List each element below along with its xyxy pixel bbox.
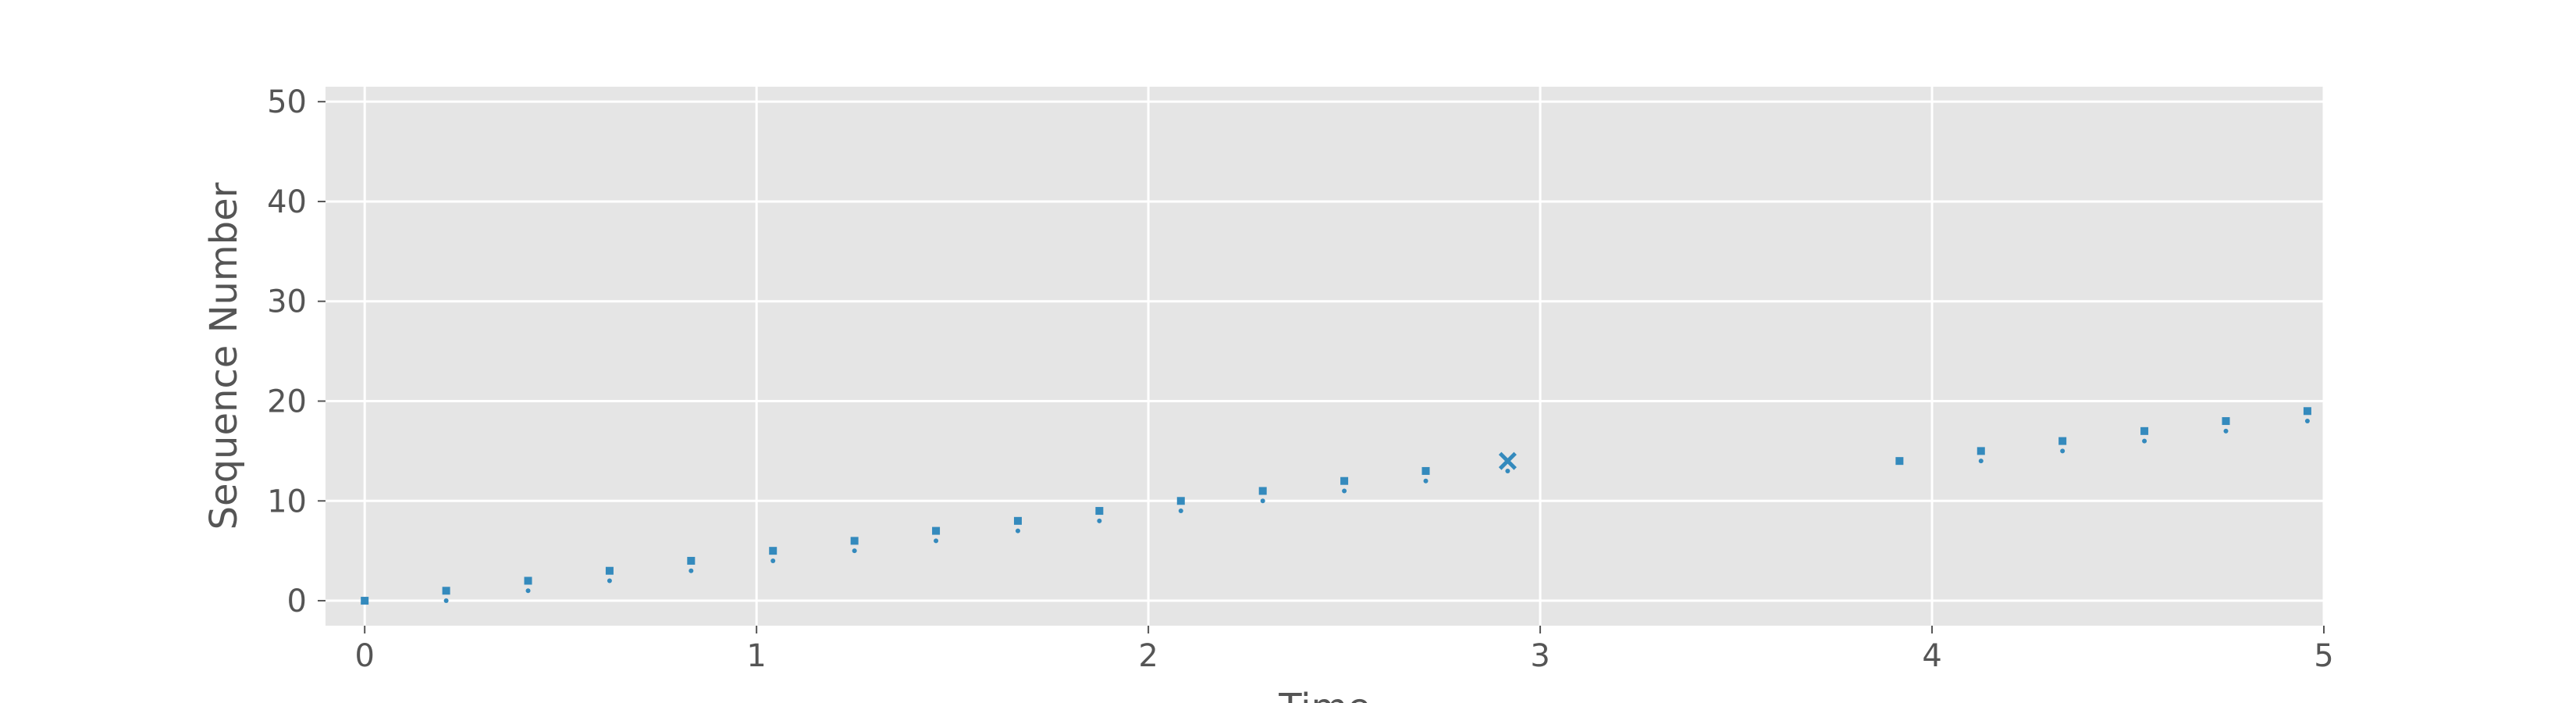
dot-marker xyxy=(2142,438,2147,444)
x-axis-title: Time xyxy=(1278,686,1370,703)
square-marker xyxy=(2222,417,2230,426)
dot-marker xyxy=(2304,419,2310,424)
dot-marker xyxy=(1978,459,1984,464)
y-tick-label: 0 xyxy=(287,583,307,619)
dot-marker xyxy=(1342,488,1347,494)
dot-marker xyxy=(852,548,857,554)
dot-marker xyxy=(1097,518,1102,523)
dot-marker xyxy=(2060,448,2065,454)
dot-marker xyxy=(688,568,694,573)
x-tick-label: 3 xyxy=(1530,638,1550,674)
square-marker xyxy=(605,566,614,575)
square-marker xyxy=(2058,437,2067,445)
square-marker xyxy=(2303,407,2311,416)
dot-marker xyxy=(1423,478,1429,484)
dot-marker xyxy=(934,538,939,544)
square-marker xyxy=(2140,426,2149,435)
dot-marker xyxy=(1178,509,1183,514)
x-tick-label: 0 xyxy=(354,638,374,674)
square-marker xyxy=(1095,507,1104,516)
dot-marker xyxy=(1015,528,1020,533)
dot-marker xyxy=(607,578,612,583)
x-tick-label: 4 xyxy=(1922,638,1941,674)
x-tick-label: 1 xyxy=(746,638,766,674)
x-marker xyxy=(1498,451,1517,470)
square-marker xyxy=(687,556,696,565)
dot-marker xyxy=(525,588,531,594)
square-marker xyxy=(1895,457,1904,466)
grid-lines xyxy=(326,87,2325,626)
square-marker xyxy=(1176,497,1185,505)
dot-marker xyxy=(2223,428,2229,434)
data-points xyxy=(361,407,2311,605)
square-marker xyxy=(361,597,369,605)
dot-marker xyxy=(770,558,776,563)
square-marker xyxy=(932,526,941,535)
dot-marker xyxy=(1260,498,1265,504)
y-tick-label: 30 xyxy=(267,284,307,320)
square-marker xyxy=(1013,516,1022,525)
y-axis-title: Sequence Number xyxy=(202,182,246,530)
x-tick-label: 2 xyxy=(1138,638,1158,674)
square-marker xyxy=(1340,476,1349,485)
square-marker xyxy=(1421,466,1430,475)
square-marker xyxy=(769,547,777,555)
square-marker xyxy=(1976,447,1985,455)
plot-background xyxy=(326,87,2324,626)
square-marker xyxy=(442,587,450,595)
square-marker xyxy=(850,537,859,545)
y-tick-label: 10 xyxy=(267,484,307,519)
y-tick-label: 50 xyxy=(267,84,307,120)
y-tick-label: 40 xyxy=(267,184,307,220)
square-marker xyxy=(524,576,532,585)
dot-marker xyxy=(443,598,449,604)
y-tick-label: 20 xyxy=(267,384,307,420)
square-marker xyxy=(1258,487,1267,495)
x-tick-label: 5 xyxy=(2314,638,2333,674)
dot-marker xyxy=(1505,468,1510,473)
